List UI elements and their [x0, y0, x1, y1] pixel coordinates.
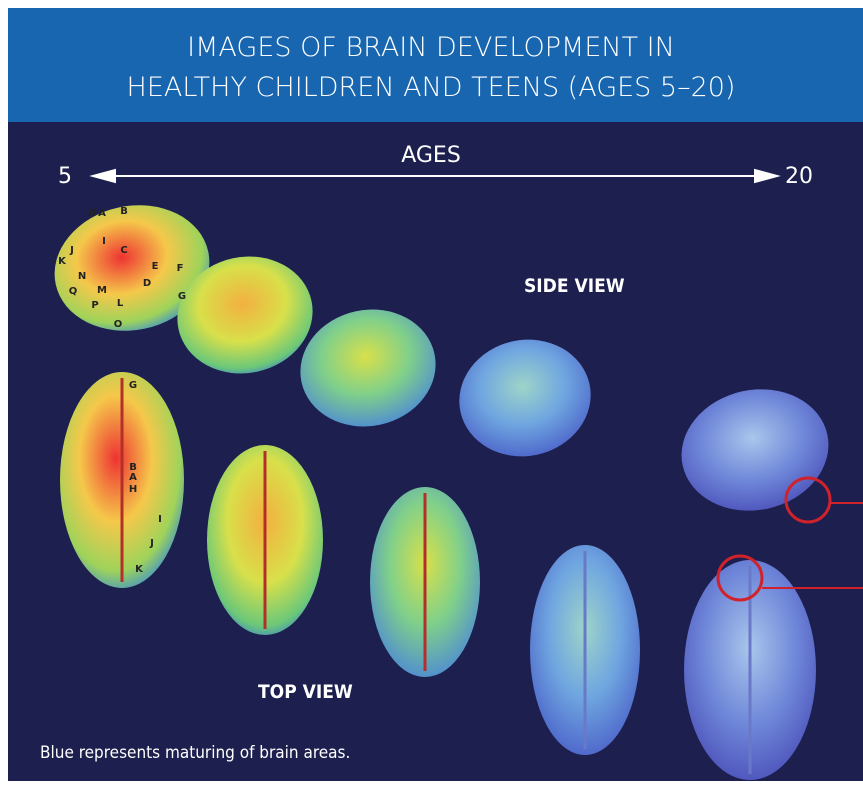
region-label: Q	[69, 286, 78, 297]
region-label: D	[143, 278, 151, 289]
region-label: P	[91, 300, 98, 311]
infographic: IMAGES OF BRAIN DEVELOPMENT IN HEALTHY C…	[0, 0, 863, 789]
side-view-label: SIDE VIEW	[524, 275, 625, 297]
region-label: K	[58, 256, 67, 267]
axis-start: 5	[58, 164, 72, 189]
region-label: F	[177, 263, 184, 274]
region-label: I	[158, 514, 162, 525]
region-label: C	[120, 245, 127, 256]
axis-label: AGES	[401, 143, 461, 168]
region-label: J	[69, 245, 74, 256]
top-view-label: TOP VIEW	[258, 681, 353, 703]
region-label: N	[78, 271, 86, 282]
region-label: E	[152, 261, 159, 272]
region-label: O	[114, 319, 123, 330]
region-label: H	[129, 484, 137, 495]
region-label: I	[102, 236, 106, 247]
region-label: J	[149, 538, 154, 549]
region-label: L	[117, 298, 124, 309]
title-line: IMAGES OF BRAIN DEVELOPMENT IN	[187, 32, 675, 63]
region-label: M	[97, 285, 107, 296]
region-label: G	[178, 291, 186, 302]
title-line: HEALTHY CHILDREN AND TEENS (AGES 5–20)	[127, 72, 736, 103]
region-label: A	[129, 472, 137, 483]
region-label: K	[135, 564, 144, 575]
region-label: H	[88, 208, 96, 219]
region-label: A	[98, 208, 106, 219]
header-band	[8, 8, 863, 122]
region-label: G	[129, 380, 137, 391]
region-label: B	[120, 206, 128, 217]
axis-end: 20	[785, 164, 813, 189]
caption: Blue represents maturing of brain areas.	[40, 743, 350, 763]
